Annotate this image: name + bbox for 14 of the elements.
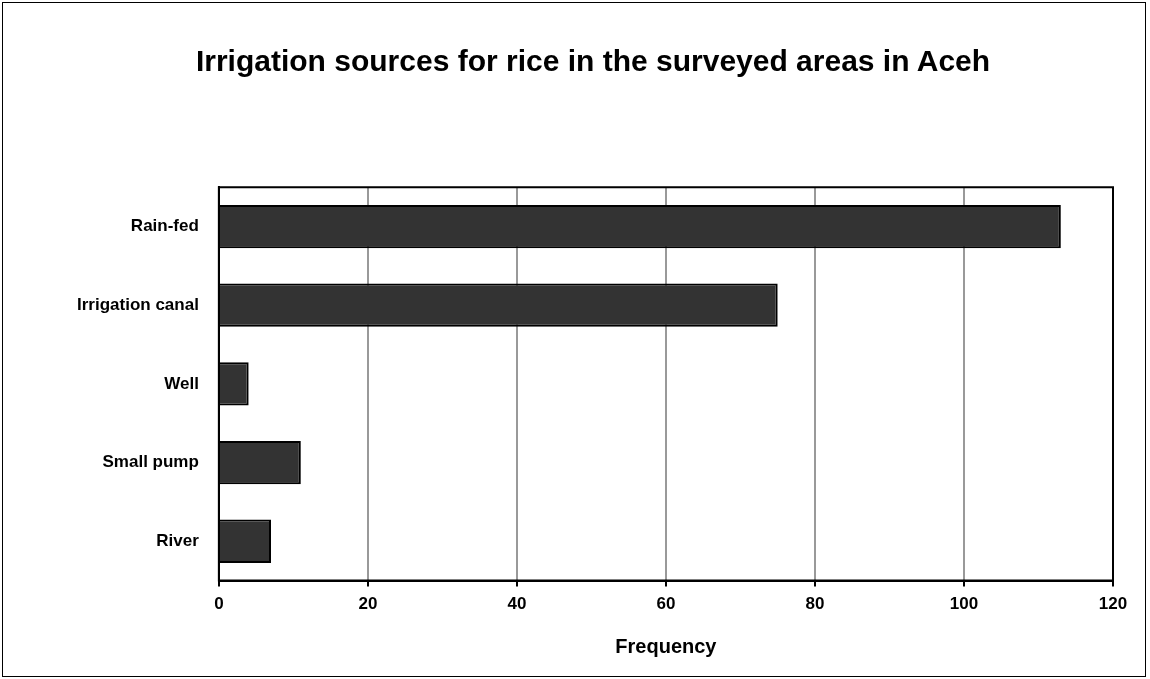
y-tick-label: Rain-fed: [130, 216, 199, 236]
x-axis-title: Frequency: [615, 634, 718, 657]
y-tick-label: Small pump: [102, 452, 199, 472]
y-tick-label: River: [156, 530, 200, 550]
chart-title: Irrigation sources for rice in the surveyed areas in Aceh: [194, 43, 992, 79]
x-tick-label: 80: [805, 594, 825, 614]
x-tick-label: 20: [358, 594, 378, 614]
x-tick-label: 60: [656, 594, 676, 614]
x-tick-label: 100: [949, 594, 979, 614]
y-tick-label: Irrigation canal: [76, 294, 199, 314]
x-tick-label: 0: [214, 594, 224, 614]
x-tick-label: 120: [1098, 594, 1128, 614]
x-tick-label: 40: [507, 594, 527, 614]
y-tick-label: Well: [164, 373, 199, 393]
